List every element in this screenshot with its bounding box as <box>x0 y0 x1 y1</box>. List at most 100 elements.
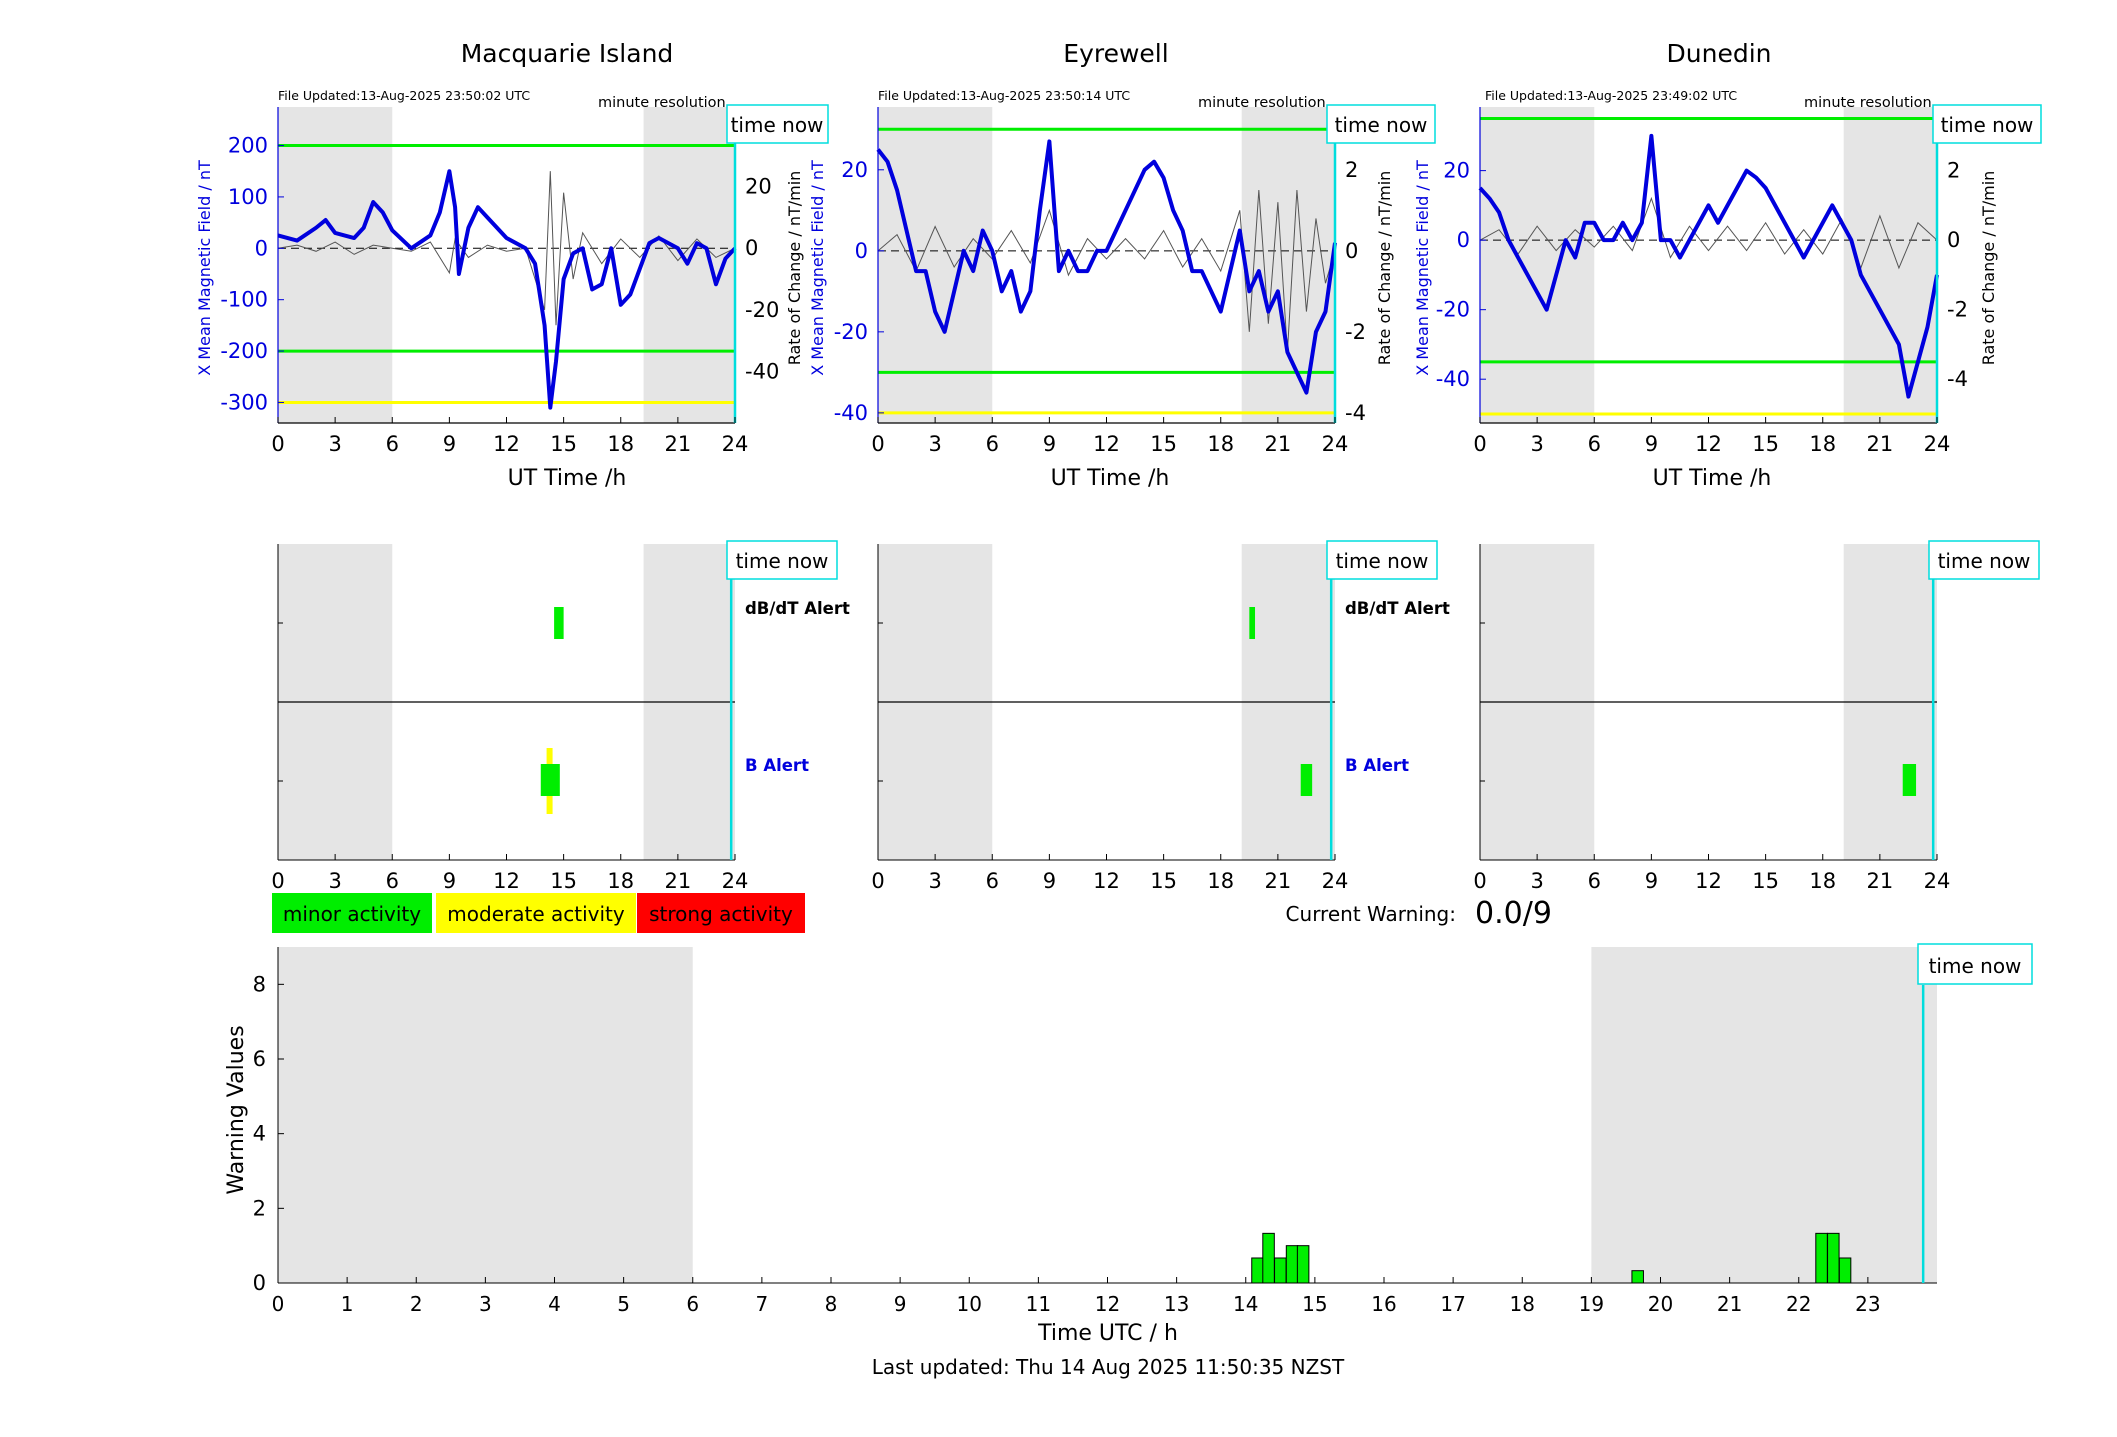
x-tick-label: 18 <box>1207 869 1234 893</box>
magnetic-field-line <box>876 139 1337 395</box>
x-tick-label: 12 <box>1093 869 1120 893</box>
resolution-label: minute resolution <box>598 95 726 111</box>
x-tick-label: 12 <box>1093 432 1120 456</box>
y2-tick-label: -20 <box>745 298 779 322</box>
time-now-label: time now <box>1335 113 1428 137</box>
x-tick-label: 21 <box>1265 432 1292 456</box>
x-tick-label: 3 <box>928 869 941 893</box>
x-tick-label: 6 <box>986 869 999 893</box>
time-now-box <box>1326 540 1438 580</box>
x-tick-label: 9 <box>1043 869 1056 893</box>
time-now-label: time now <box>731 113 824 137</box>
b-alert-mark <box>540 764 560 796</box>
x-tick-label: 24 <box>1924 869 1951 893</box>
x-tick-label: 9 <box>443 432 456 456</box>
x-tick-label: 0 <box>871 869 884 893</box>
warning-bar <box>1838 1257 1852 1284</box>
time-now-label: time now <box>1929 954 2022 978</box>
time-now-box <box>1928 540 2040 580</box>
x-tick-label: 15 <box>550 869 577 893</box>
x-tick-label: 0 <box>871 432 884 456</box>
y-tick-label: -40 <box>834 401 868 425</box>
y2-tick-label: 2 <box>1345 158 1358 182</box>
y-tick-label: -20 <box>834 320 868 344</box>
night-band-0 <box>278 947 693 1283</box>
y2-tick-label: -2 <box>1947 298 1968 322</box>
x-tick-label: 9 <box>1645 869 1658 893</box>
y2-axis-label: Rate of Change / nT/min <box>1979 171 1998 366</box>
x-tick-label: 24 <box>1322 869 1349 893</box>
warning-bar <box>1274 1257 1287 1284</box>
y-tick-label: 100 <box>228 185 268 209</box>
file-updated: File Updated:13-Aug-2025 23:50:14 UTC <box>878 88 1130 103</box>
y-tick-label: 20 <box>1443 159 1470 183</box>
y2-axis-label: Rate of Change / nT/min <box>1375 171 1394 366</box>
warning-bar <box>1262 1232 1275 1284</box>
x-tick-label: 24 <box>1322 432 1349 456</box>
warning-bar <box>1296 1245 1310 1284</box>
y-axis-label: X Mean Magnetic Field / nT <box>1413 160 1432 376</box>
legend-label-moderate: moderate activity <box>447 902 625 926</box>
chart-dunedin: 0 3 6 9 12 15 18 21 24 200-20-40 20-2-4 Dunedin … <box>1413 39 2042 491</box>
x-tick-label: 0 <box>271 432 284 456</box>
x-tick-label: 21 <box>665 869 692 893</box>
legend-label-strong: strong activity <box>649 902 793 926</box>
x-tick-label: 12 <box>1695 432 1722 456</box>
x-tick-label: 20 <box>1648 1292 1673 1316</box>
resolution-label: minute resolution <box>1804 95 1932 111</box>
dbdt-alert-mark <box>554 607 564 639</box>
x-tick-label: 19 <box>1579 1292 1604 1316</box>
x-axis-label: UT Time /h <box>1051 466 1170 491</box>
y-tick-label: 4 <box>253 1122 266 1146</box>
x-tick-label: 3 <box>928 432 941 456</box>
y-tick-label: -300 <box>220 390 268 414</box>
x-tick-label: 6 <box>1588 869 1601 893</box>
alert-panel-eyrewell: 0 3 6 9 12 15 18 21 24 time now dB/dT Alert B Al… <box>871 540 1450 893</box>
x-tick-label: 9 <box>1645 432 1658 456</box>
x-tick-label: 15 <box>550 432 577 456</box>
night-band-0 <box>1480 107 1595 423</box>
x-tick-label: 9 <box>443 869 456 893</box>
night-band-1 <box>643 107 735 423</box>
y-axis-label: Warning Values <box>224 1025 249 1194</box>
x-tick-label: 24 <box>722 432 749 456</box>
x-tick-label: 4 <box>548 1292 561 1316</box>
x-tick-label: 3 <box>1530 432 1543 456</box>
chart-eyrewell: 0 3 6 9 12 15 18 21 24 200-20-40 20-2-4 Eyrewell… <box>808 39 1436 491</box>
warning-bar <box>1631 1270 1644 1284</box>
y-axis-label: X Mean Magnetic Field / nT <box>808 160 827 376</box>
x-axis-label: UT Time /h <box>1653 466 1772 491</box>
x-tick-label: 12 <box>1095 1292 1120 1316</box>
x-tick-label: 15 <box>1752 869 1779 893</box>
x-tick-label: 24 <box>722 869 749 893</box>
x-tick-label: 18 <box>1809 432 1836 456</box>
dbdt-alert-mark <box>1249 607 1256 639</box>
x-tick-label: 18 <box>1809 869 1836 893</box>
x-tick-label: 18 <box>607 869 634 893</box>
x-tick-label: 1 <box>341 1292 354 1316</box>
y2-tick-label: -4 <box>1345 401 1366 425</box>
x-tick-label: 8 <box>825 1292 838 1316</box>
x-tick-label: 21 <box>665 432 692 456</box>
x-tick-label: 13 <box>1164 1292 1189 1316</box>
y-tick-label: 0 <box>1457 228 1470 252</box>
x-tick-label: 2 <box>410 1292 423 1316</box>
y-tick-label: 8 <box>253 972 266 996</box>
y-axis-label: X Mean Magnetic Field / nT <box>195 160 214 376</box>
y-tick-label: 20 <box>841 158 868 182</box>
b-alert-label: B Alert <box>1345 756 1409 775</box>
legend-swatch-strong <box>637 893 805 933</box>
x-tick-label: 6 <box>386 869 399 893</box>
x-tick-label: 12 <box>493 432 520 456</box>
y2-tick-label: 0 <box>1345 239 1358 263</box>
x-axis-label: Time UTC / h <box>1037 1321 1178 1346</box>
y2-tick-label: -40 <box>745 360 779 384</box>
x-tick-label: 23 <box>1855 1292 1880 1316</box>
current-warning-label: Current Warning: <box>1286 902 1456 926</box>
b-alert-label: B Alert <box>745 756 809 775</box>
y-tick-label: 0 <box>855 239 868 263</box>
y-tick-label: 0 <box>253 1271 266 1295</box>
y-tick-label: -100 <box>220 288 268 312</box>
